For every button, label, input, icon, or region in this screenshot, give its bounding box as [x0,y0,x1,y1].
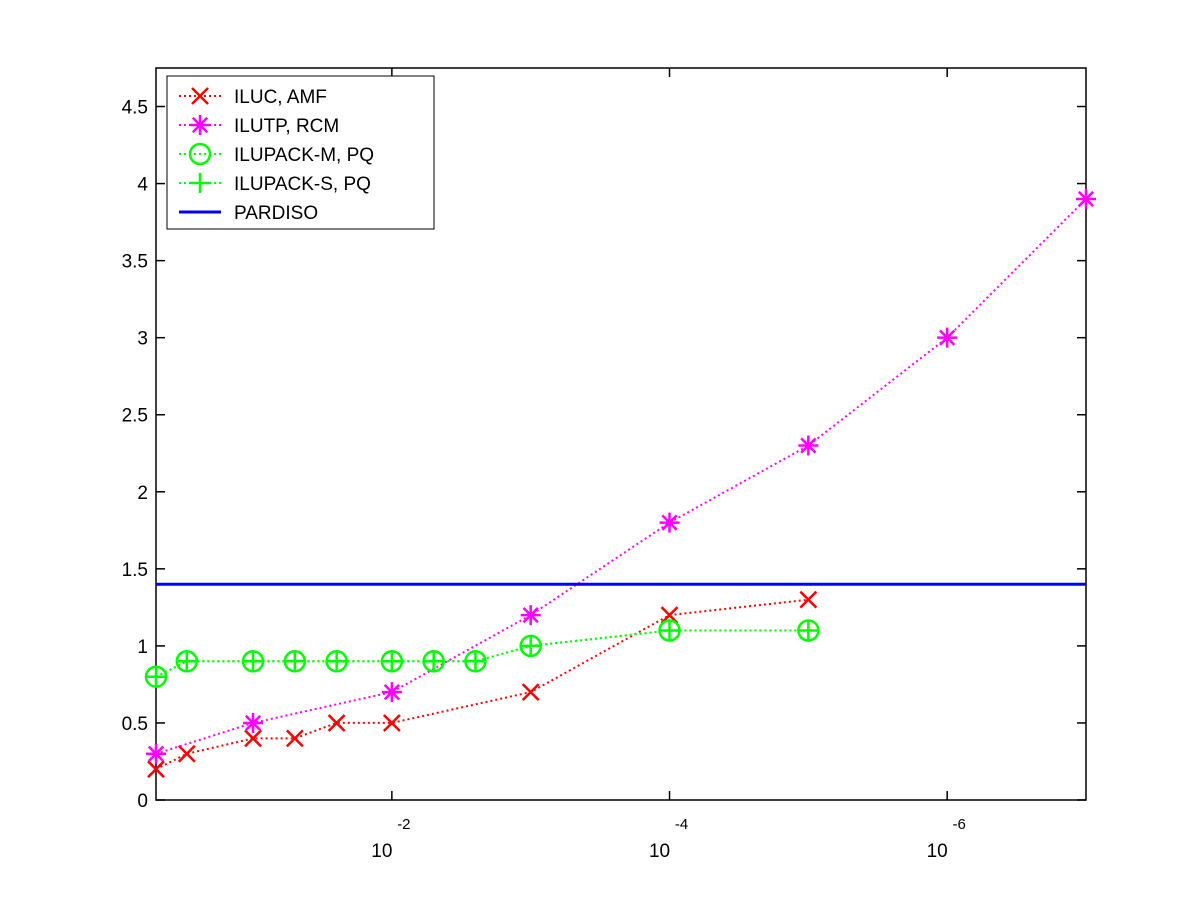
y-tick-label: 0 [137,791,148,812]
series-line [155,198,1087,755]
data-point [798,435,819,456]
series-ilupack-s-pq [146,620,819,687]
legend-label: ILUTP, RCM [234,116,339,137]
y-tick-label: 4.5 [122,98,148,119]
y-tick-label: 2.5 [122,406,148,427]
y-tick-label: 3 [137,329,148,350]
legend-item: ILUPACK-M, PQ [179,142,374,166]
x-tick-label-base: 10 [927,841,948,862]
data-point [382,714,401,732]
legend-label: ILUPACK-M, PQ [234,145,374,166]
data-point [176,651,197,672]
data-point [521,683,540,702]
x-tick-label-exponent: -2 [397,816,410,833]
data-point [937,327,958,348]
data-point [285,729,304,748]
data-point [146,743,166,764]
data-point [177,744,196,763]
y-tick-label: 1.5 [122,560,148,581]
y-tick-label: 2 [137,483,148,504]
legend-label: ILUC, AMF [234,87,327,108]
legend-marker [190,115,210,135]
legend-marker [188,142,212,166]
axis-layer: 0 0.5 1 1.5 2 2.5 3 3.5 4 4.5 10 -2 10 -4 10 -6 [122,68,1086,862]
x-tick-label-base: 10 [371,841,392,862]
data-point [381,682,402,703]
data-point [659,512,680,533]
x-tick-label-base: 10 [649,841,670,862]
legend-item: PARDISO [179,203,318,224]
legend-item: ILUTP, RCM [179,115,339,137]
legend: ILUC, AMF ILUTP, RCM ILUPACK-M, PQ ILUPACK-… [166,75,435,230]
legend-marker [190,173,210,193]
data-point [243,712,264,733]
data-point [465,651,486,672]
legend-item: ILUPACK-S, PQ [179,173,371,195]
data-point [284,651,305,672]
data-point [326,651,347,672]
series-ilutp-rcm [146,188,1096,764]
data-layer [144,188,1096,779]
y-tick-label: 3.5 [122,252,148,273]
data-point [381,651,402,672]
data-point [146,666,166,687]
data-point [520,605,541,626]
data-point [243,651,264,672]
data-point [520,635,541,656]
y-tick-label: 4 [137,175,148,196]
legend-marker [191,87,209,105]
y-tick-label: 0.5 [122,714,148,735]
data-point [423,651,444,672]
series-line [155,629,809,678]
series-iluc-amf [147,590,818,779]
data-point [147,760,165,779]
data-point [659,620,680,641]
data-point [799,590,818,609]
data-point [244,729,262,748]
y-tick-label: 1 [137,637,148,658]
data-point [1076,188,1096,209]
legend-label: PARDISO [234,203,318,224]
x-tick-label-exponent: -4 [675,816,688,833]
data-point [798,620,819,641]
legend-box [166,75,435,230]
legend-item: ILUC, AMF [179,87,327,108]
x-tick-label-exponent: -6 [953,816,966,833]
data-point [327,714,346,732]
legend-label: ILUPACK-S, PQ [234,174,371,195]
data-point [660,606,679,624]
